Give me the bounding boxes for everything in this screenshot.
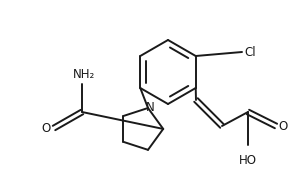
Text: HO: HO bbox=[239, 154, 257, 167]
Text: Cl: Cl bbox=[244, 46, 256, 58]
Text: N: N bbox=[146, 100, 154, 114]
Text: O: O bbox=[278, 120, 287, 132]
Text: NH₂: NH₂ bbox=[73, 68, 95, 81]
Text: O: O bbox=[42, 122, 51, 134]
